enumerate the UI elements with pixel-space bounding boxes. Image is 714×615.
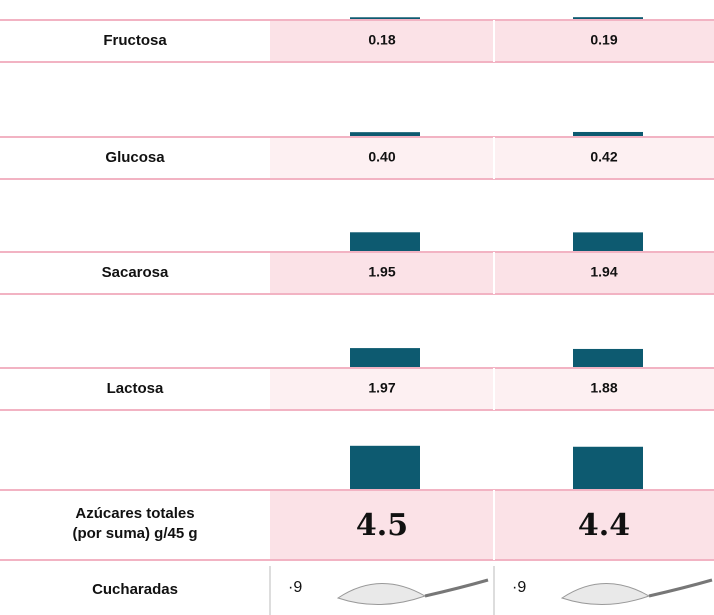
total-value: 4.5 xyxy=(356,508,408,543)
value-label: 0.42 xyxy=(590,149,617,165)
value-label: 0.19 xyxy=(590,32,617,48)
value-label: 0.18 xyxy=(368,32,395,48)
bar xyxy=(573,132,643,136)
value-label: 1.94 xyxy=(590,264,617,280)
value-label: 1.95 xyxy=(368,264,395,280)
spoon-bowl xyxy=(338,583,425,604)
spoon-count: ·9 xyxy=(288,579,302,596)
bar xyxy=(350,17,420,19)
spoon-handle xyxy=(649,580,712,596)
row-label: Fructosa xyxy=(103,32,167,49)
total-value: 4.4 xyxy=(578,508,630,543)
row-label: Lactosa xyxy=(107,380,164,397)
value-label: 1.88 xyxy=(590,380,617,396)
bar xyxy=(350,232,420,251)
bar xyxy=(573,349,643,367)
row-label: Glucosa xyxy=(105,149,165,166)
row-label: Cucharadas xyxy=(92,581,178,598)
bar xyxy=(573,447,643,489)
row-label: Sacarosa xyxy=(102,264,169,281)
bar xyxy=(573,232,643,251)
row-label: (por suma) g/45 g xyxy=(72,525,197,542)
bar xyxy=(350,132,420,136)
row-label: Azúcares totales xyxy=(75,505,194,522)
bar xyxy=(573,17,643,19)
spoon-count: ·9 xyxy=(512,579,526,596)
infographic: Fructosa 0.18 0.19 Glucosa 0.40 0.42 Sacarosa 1… xyxy=(0,0,714,615)
bar xyxy=(350,348,420,367)
spoon-handle xyxy=(425,580,488,596)
spoon-bowl xyxy=(562,583,649,604)
value-label: 1.97 xyxy=(368,380,395,396)
bar xyxy=(350,446,420,489)
value-label: 0.40 xyxy=(368,149,395,165)
